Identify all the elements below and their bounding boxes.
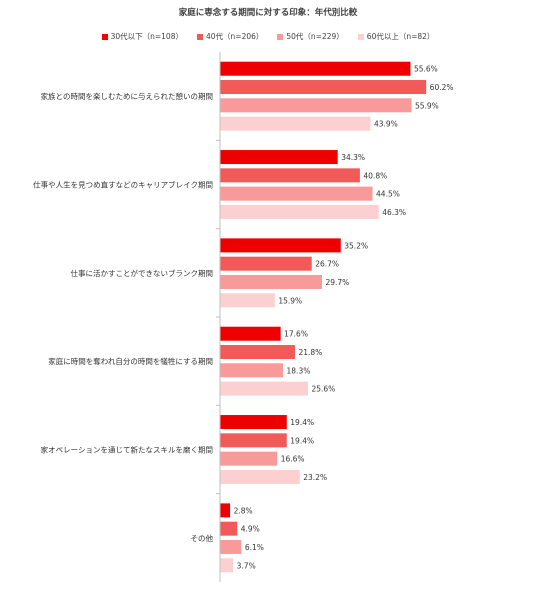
data-label: 23.2% xyxy=(303,473,327,482)
category-label: 家族との時間を楽しむために与えられた憩いの期間 xyxy=(41,91,213,101)
data-label: 43.9% xyxy=(374,120,398,129)
bar xyxy=(220,558,234,573)
bar xyxy=(220,415,287,430)
data-label: 15.9% xyxy=(278,296,302,305)
chart-title: 家庭に専念する期間に対する印象：年代別比較 xyxy=(178,8,358,18)
legend-item-40s: 40代（n=206） xyxy=(196,31,264,42)
data-label: 6.1% xyxy=(245,543,264,552)
data-label: 34.3% xyxy=(341,153,365,162)
bar xyxy=(220,293,275,308)
bar xyxy=(220,61,411,76)
data-label: 19.4% xyxy=(290,418,314,427)
data-label: 26.7% xyxy=(315,260,339,269)
category-label: 仕事や人生を見つめ直すなどのキャリアブレイク期間 xyxy=(33,180,213,190)
legend-label-30s-under: 30代以下（n=108） xyxy=(110,32,183,41)
data-label: 21.8% xyxy=(298,348,322,357)
data-label: 17.6% xyxy=(284,330,308,339)
bar xyxy=(220,80,427,95)
legend: 30代以下（n=108） 40代（n=206） 50代（n=229） 60代以上… xyxy=(0,31,536,42)
bar xyxy=(220,150,338,165)
bar xyxy=(220,451,278,466)
data-label: 55.9% xyxy=(415,101,439,110)
bar xyxy=(220,363,284,378)
data-label: 25.6% xyxy=(311,385,335,394)
data-label: 29.7% xyxy=(325,278,349,287)
data-label: 60.2% xyxy=(430,83,454,92)
bar xyxy=(220,256,312,271)
category-label: その他 xyxy=(191,533,214,543)
bar xyxy=(220,168,360,183)
data-label: 18.3% xyxy=(287,366,311,375)
category-label: 仕事に活かすことができないブランク期間 xyxy=(71,268,214,278)
bar xyxy=(220,503,231,518)
legend-swatch-50s xyxy=(277,33,284,40)
bar xyxy=(220,469,300,484)
legend-swatch-30s-under xyxy=(101,33,108,40)
bar xyxy=(220,186,373,201)
bar xyxy=(220,98,412,113)
data-label: 19.4% xyxy=(290,436,314,445)
legend-swatch-40s xyxy=(196,33,203,40)
category-label: 家オペレーションを通じて新たなスキルを磨く期間 xyxy=(41,445,213,455)
bar xyxy=(220,204,379,219)
bar xyxy=(220,116,371,131)
legend-item-50s: 50代（n=229） xyxy=(277,31,344,42)
data-label: 55.6% xyxy=(414,65,438,74)
data-label: 2.8% xyxy=(234,506,253,515)
bar xyxy=(220,521,238,536)
bar xyxy=(220,539,242,554)
bar xyxy=(220,238,341,253)
data-label: 46.3% xyxy=(382,208,406,217)
legend-label-40s: 40代（n=206） xyxy=(205,32,264,41)
bar xyxy=(220,381,308,396)
data-label: 16.6% xyxy=(281,455,305,464)
legend-item-30s-under: 30代以下（n=108） xyxy=(101,31,183,42)
category-label: 家庭に時間を奪われ自分の時間を犠牲にする期間 xyxy=(48,356,213,366)
data-label: 4.9% xyxy=(241,525,260,534)
data-label: 44.5% xyxy=(376,190,400,199)
data-label: 35.2% xyxy=(344,241,368,250)
bar xyxy=(220,433,287,448)
data-label: 3.7% xyxy=(237,561,256,570)
bar xyxy=(220,345,295,360)
legend-label-60s-over: 60代以上（n=82） xyxy=(366,32,435,41)
legend-label-50s: 50代（n=229） xyxy=(286,32,344,41)
legend-item-60s-over: 60代以上（n=82） xyxy=(357,31,435,42)
legend-swatch-60s-over xyxy=(357,33,364,40)
bar xyxy=(220,326,281,341)
data-label: 40.8% xyxy=(363,171,387,180)
bar xyxy=(220,274,322,289)
